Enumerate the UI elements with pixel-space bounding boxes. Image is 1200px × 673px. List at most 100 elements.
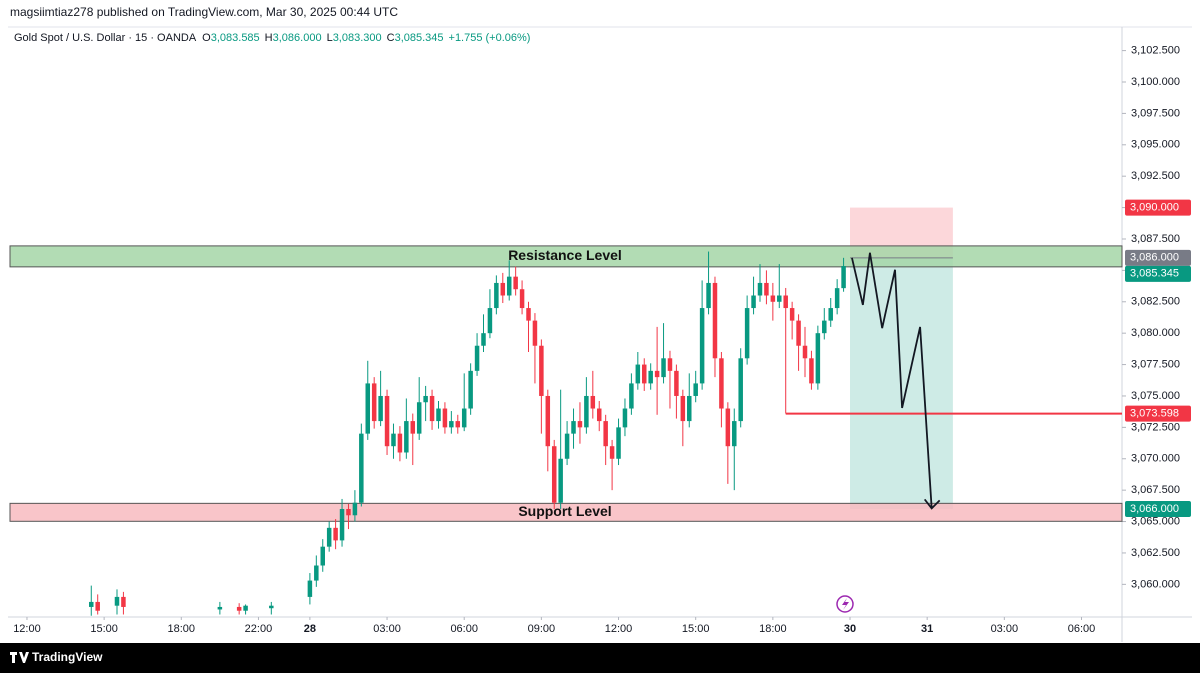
candle-body xyxy=(545,395,551,447)
candle-body xyxy=(519,289,525,309)
x-tick-label: 28 xyxy=(304,623,316,635)
candle-body xyxy=(371,383,377,422)
candle-body xyxy=(667,358,673,371)
candle-body xyxy=(789,308,795,321)
ohlc-value: 3,086.000 xyxy=(273,32,322,44)
y-tick-label: 3,070.000 xyxy=(1131,453,1180,465)
price-tag xyxy=(1125,199,1191,216)
candle-body xyxy=(841,266,846,289)
candle-body xyxy=(571,421,576,434)
y-tick-label: 3,102.500 xyxy=(1131,45,1180,57)
candle-body xyxy=(217,606,223,610)
candle-body xyxy=(584,395,589,428)
candle-body xyxy=(346,508,351,516)
x-tick-label: 15:00 xyxy=(90,623,118,635)
x-tick-label: 18:00 xyxy=(168,623,196,635)
tv-logo xyxy=(10,652,29,663)
y-tick-label: 3,060.000 xyxy=(1131,578,1180,590)
y-tick-label: 3,095.000 xyxy=(1131,139,1180,151)
symbol-title: Gold Spot / U.S. Dollar · 15 · OANDA xyxy=(14,32,197,44)
candle-body xyxy=(474,345,480,371)
y-tick-label: 3,075.000 xyxy=(1131,390,1180,402)
x-tick-label: 06:00 xyxy=(1068,623,1096,635)
candle-body xyxy=(487,308,493,334)
footer-brand: TradingView xyxy=(32,650,103,664)
candle-body xyxy=(404,421,409,453)
ohlc-value: 3,085.345 xyxy=(395,32,444,44)
candle-body xyxy=(269,605,274,609)
candle-body xyxy=(551,446,557,503)
zone-label: Support Level xyxy=(518,503,611,519)
candle-body xyxy=(243,605,248,611)
candle-body xyxy=(500,282,506,296)
candle-body xyxy=(397,433,403,453)
x-tick-label: 03:00 xyxy=(991,623,1019,635)
footer-bar xyxy=(0,643,1200,673)
candle-body xyxy=(770,295,776,302)
x-tick-label: 22:00 xyxy=(245,623,273,635)
candle-body xyxy=(320,546,325,566)
candle-body xyxy=(442,408,448,428)
candle-body xyxy=(326,527,332,547)
ohlc-key: C xyxy=(387,32,395,44)
candle-body xyxy=(815,333,821,384)
candle-body xyxy=(719,358,724,409)
candle-body xyxy=(307,580,313,597)
candle-body xyxy=(777,295,782,302)
x-tick-label: 06:00 xyxy=(450,623,478,635)
candle-body xyxy=(352,502,358,516)
price-tag-label: 3,086.000 xyxy=(1130,252,1179,264)
candle-body xyxy=(333,527,338,541)
candle-body xyxy=(429,395,435,422)
y-tick-label: 3,062.500 xyxy=(1131,547,1180,559)
ohlc-key: H xyxy=(265,32,273,44)
candle-body xyxy=(384,395,390,447)
y-tick-label: 3,072.500 xyxy=(1131,421,1180,433)
chart-background xyxy=(0,0,1200,643)
candle-body xyxy=(532,320,538,346)
candle-body xyxy=(616,427,621,459)
y-tick-label: 3,067.500 xyxy=(1131,484,1180,496)
candle-body xyxy=(89,601,94,607)
zone xyxy=(9,502,1123,522)
candle-body xyxy=(236,606,242,611)
ohlc-value: 3,083.300 xyxy=(333,32,382,44)
ohlc-value: 3,083.585 xyxy=(211,32,260,44)
candle-body xyxy=(513,276,518,290)
x-tick-label: 31 xyxy=(921,623,933,635)
candle-body xyxy=(751,295,756,309)
projection-path xyxy=(851,252,933,509)
candle-body xyxy=(391,433,396,447)
price-tag xyxy=(1125,249,1191,266)
candle-body xyxy=(365,383,371,434)
y-tick-label: 3,080.000 xyxy=(1131,327,1180,339)
candle-body xyxy=(461,408,467,428)
legend: Gold Spot / U.S. Dollar · 15 · OANDA O 3,… xyxy=(14,32,530,44)
candle-body xyxy=(693,383,698,396)
y-tick-label: 3,082.500 xyxy=(1131,296,1180,308)
publisher: magsiimtiaz278 published on TradingView.… xyxy=(10,5,398,19)
candle-body xyxy=(596,408,602,422)
ohlc-key: O xyxy=(202,32,211,44)
candle-body xyxy=(809,358,814,384)
candle-body xyxy=(526,308,531,321)
price-tag-label: 3,073.598 xyxy=(1130,407,1179,419)
candle-body xyxy=(416,402,422,434)
candle-body xyxy=(680,395,686,422)
candle-body xyxy=(802,345,808,359)
candle-body xyxy=(828,308,833,321)
candle-body xyxy=(622,408,628,428)
candle-body xyxy=(481,333,486,346)
candle-body xyxy=(725,408,731,447)
x-tick-label: 12:00 xyxy=(605,623,633,635)
candle-body xyxy=(712,282,718,359)
candle-body xyxy=(635,364,641,384)
price-tag xyxy=(1125,500,1191,517)
x-tick-label: 30 xyxy=(844,623,856,635)
price-tag xyxy=(1125,265,1191,282)
candle-body xyxy=(706,282,711,309)
candle-body xyxy=(738,358,743,422)
candle-body xyxy=(436,408,441,422)
candle-body xyxy=(494,282,499,309)
